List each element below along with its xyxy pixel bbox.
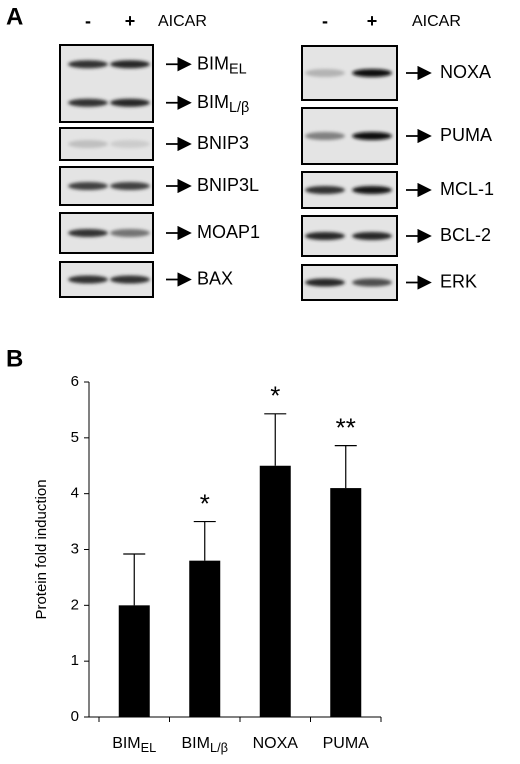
- protein-label: BIMEL: [197, 53, 247, 77]
- protein-label-sub: EL: [229, 61, 247, 77]
- x-tick-label: PUMA: [323, 735, 370, 752]
- protein-label: BAX: [197, 268, 233, 288]
- y-tick-label: 5: [71, 429, 79, 446]
- blot-frame: [59, 44, 154, 123]
- protein-label: BNIP3L: [197, 175, 259, 195]
- protein-label: BNIP3: [197, 133, 249, 153]
- blot-frame: [59, 166, 154, 206]
- x-tick-label-main: BIM: [112, 735, 140, 752]
- blot-frame: [301, 45, 398, 101]
- y-tick-label: 0: [71, 708, 79, 725]
- lane-label: +: [367, 11, 378, 31]
- blot-band: [68, 60, 108, 69]
- blot-frame: [301, 215, 398, 257]
- y-tick-label: 6: [71, 373, 79, 390]
- x-tick-label: BIML/β: [182, 735, 229, 755]
- blot-band: [110, 229, 150, 237]
- blot-band: [352, 232, 392, 240]
- blot-band: [305, 69, 345, 77]
- error-bar: [334, 445, 357, 489]
- blot-frame: [301, 264, 398, 301]
- blot-frame: [301, 107, 398, 165]
- x-tick-label: NOXA: [253, 735, 299, 752]
- blot-band: [110, 60, 150, 69]
- error-bar: [193, 520, 216, 561]
- blot-band: [68, 275, 108, 284]
- treatment-label: AICAR: [412, 13, 461, 30]
- blot-band: [68, 229, 108, 237]
- protein-label: ERK: [440, 271, 477, 291]
- x-tick-label-main: BIM: [182, 735, 210, 752]
- protein-label-main: BIM: [197, 53, 229, 73]
- y-tick-label: 1: [71, 652, 79, 669]
- blot-background: [60, 45, 153, 122]
- blot-band: [305, 278, 345, 287]
- blot-band: [352, 69, 392, 77]
- blot-frame: [59, 261, 154, 298]
- blot-band: [68, 140, 108, 148]
- significance-mark: **: [336, 413, 356, 443]
- protein-label-sub: L/β: [229, 100, 249, 116]
- protein-label-main: BIM: [197, 92, 229, 112]
- protein-label: BCL-2: [440, 225, 491, 245]
- blot-frame: [59, 212, 154, 254]
- blot-band: [352, 278, 392, 287]
- protein-label: NOXA: [440, 62, 491, 82]
- blot-band: [305, 186, 345, 194]
- bar: [259, 465, 291, 717]
- lane-label: -: [85, 11, 91, 31]
- blot-band: [110, 98, 150, 107]
- panel-label: A: [6, 3, 23, 30]
- error-bar: [123, 553, 146, 606]
- blot-band: [352, 132, 392, 140]
- x-tick-label-sub: L/β: [210, 740, 228, 755]
- blot-frame: [59, 127, 154, 161]
- protein-label: MOAP1: [197, 222, 260, 242]
- bar: [330, 488, 362, 717]
- blot-frame: [301, 171, 398, 209]
- protein-label: BIML/β: [197, 92, 249, 116]
- blot-band: [68, 98, 108, 107]
- error-bar: [264, 413, 287, 466]
- blot-band: [110, 275, 150, 284]
- blot-band: [305, 232, 345, 240]
- blot-band: [68, 182, 108, 190]
- bar: [118, 605, 150, 717]
- y-tick-label: 4: [71, 485, 79, 502]
- y-tick-label: 2: [71, 596, 79, 613]
- y-axis-label: Protein fold induction: [33, 479, 50, 619]
- lane-label: +: [125, 11, 136, 31]
- panel-label: B: [6, 345, 23, 372]
- bar: [189, 560, 221, 717]
- significance-mark: *: [270, 381, 280, 411]
- x-tick-label-sub: EL: [141, 740, 157, 755]
- y-tick-label: 3: [71, 540, 79, 557]
- treatment-label: AICAR: [158, 13, 207, 30]
- blot-band: [305, 132, 345, 140]
- x-tick-label: BIMEL: [112, 735, 156, 755]
- blot-band: [110, 182, 150, 190]
- lane-label: -: [322, 11, 328, 31]
- protein-label: MCL-1: [440, 179, 494, 199]
- protein-label: PUMA: [440, 125, 492, 145]
- blot-band: [352, 186, 392, 194]
- significance-mark: *: [200, 488, 210, 518]
- blot-band: [110, 140, 150, 148]
